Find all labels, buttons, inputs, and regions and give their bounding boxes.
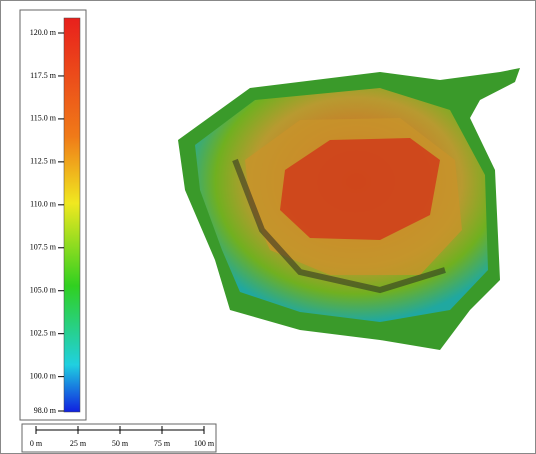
legend-label: 115.0 m (30, 114, 57, 123)
color-bar (64, 18, 80, 412)
terrain (178, 68, 520, 350)
scale-label: 75 m (154, 439, 171, 448)
legend-label: 98.0 m (34, 406, 57, 415)
map-view: 120.0 m 117.5 m 115.0 m 112.5 m 110.0 m 107.5… (0, 0, 536, 454)
scale-label: 0 m (30, 439, 43, 448)
page: {"legend": {"range": [98, 120], "ticks":… (0, 0, 536, 454)
legend-label: 107.5 m (30, 243, 57, 252)
legend-label: 120.0 m (30, 28, 57, 37)
legend-label: 110.0 m (30, 200, 57, 209)
scale-label: 50 m (112, 439, 129, 448)
legend-label: 117.5 m (30, 71, 57, 80)
scale-label: 25 m (70, 439, 87, 448)
legend-label: 100.0 m (30, 371, 57, 380)
legend-label: 105.0 m (30, 286, 57, 295)
legend-label: 102.5 m (30, 329, 57, 338)
scale-label: 100 m (194, 439, 215, 448)
legend-label: 112.5 m (30, 157, 57, 166)
